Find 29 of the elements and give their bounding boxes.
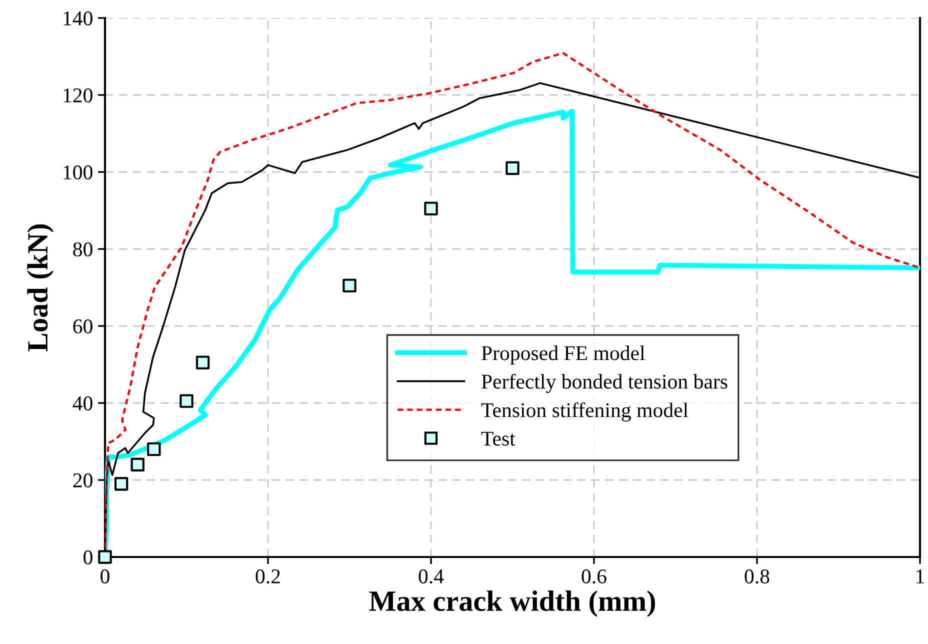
x-tick-label: 0.8: [744, 569, 770, 584]
x-tick-label: 0.4: [418, 569, 444, 584]
legend-label: Tension stiffening model: [481, 402, 688, 422]
x-tick-label: 1: [916, 570, 924, 584]
x-axis-title: Max crack width (mm): [369, 590, 655, 617]
point: [147, 442, 161, 456]
y-tick-label: 20: [73, 473, 92, 488]
y-tick-label: 120: [64, 88, 92, 102]
point: [98, 550, 112, 564]
point: [506, 161, 520, 176]
y-tick-label: 0: [84, 550, 92, 564]
y-tick-label: 60: [73, 319, 92, 334]
x-tick-label: 0.2: [256, 569, 280, 584]
point: [424, 202, 438, 216]
y-tick-label: 40: [72, 396, 92, 410]
y-tick-label: 140: [64, 11, 92, 26]
x-tick-label: 0: [100, 569, 110, 584]
y-tick-label: 100: [64, 165, 92, 180]
point: [342, 278, 356, 292]
point: [114, 476, 128, 491]
y-axis-title: Load (kN): [27, 224, 54, 352]
point: [130, 458, 144, 472]
y-tick-label: 80: [73, 242, 92, 256]
x-tick-label: 0.6: [582, 569, 606, 584]
legend-label: Proposed FE model: [482, 346, 645, 364]
legend-label: Perfectly bonded tension bars: [482, 374, 728, 393]
point: [196, 356, 210, 370]
point: [180, 394, 194, 408]
legend-label: Test: [481, 432, 516, 446]
